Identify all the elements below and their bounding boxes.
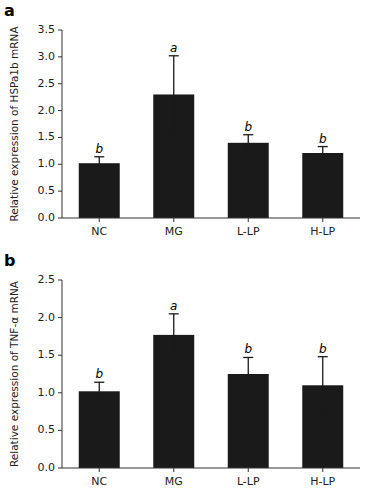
- error-bar: [243, 135, 253, 151]
- figure: 0.0 0.5 1.0 1.5 2.0 2.5 3.0 3.5 b a b b NC MG L-LP H-LP…: [0, 0, 371, 500]
- x-tick: [99, 218, 100, 222]
- error-bar: [94, 382, 104, 400]
- y-tick: [58, 280, 62, 281]
- x-tick-label: NC: [91, 475, 107, 488]
- significance-label: a: [170, 299, 177, 313]
- x-tick: [173, 218, 174, 222]
- y-tick: [58, 30, 62, 31]
- y-tick: [58, 191, 62, 192]
- marks: [79, 56, 343, 218]
- error-bar: [169, 56, 179, 133]
- y-tick-label: 2.0: [38, 311, 56, 324]
- y-tick: [58, 164, 62, 165]
- bar: [228, 143, 269, 218]
- significance-label: b: [95, 367, 103, 381]
- significance-label: b: [319, 132, 327, 146]
- x-tick-label: MG: [165, 475, 183, 488]
- x-tick: [322, 468, 323, 472]
- significance-label: b: [95, 142, 103, 156]
- y-axis-label: Relative expression of TNF-α mRNA: [8, 280, 20, 467]
- y-tick-label: 2.0: [38, 104, 56, 117]
- y-tick-label: 2.5: [38, 77, 56, 90]
- y-axis: [62, 30, 63, 218]
- marks: [79, 314, 343, 468]
- error-bar: [318, 147, 328, 160]
- bar: [79, 391, 120, 468]
- y-tick-label: 0.5: [38, 423, 56, 436]
- x-tick-label: H-LP: [310, 225, 335, 238]
- error-bar: [318, 357, 328, 414]
- x-axis: [62, 468, 360, 469]
- y-tick-label: 1.5: [38, 348, 56, 361]
- panel: 0.0 0.5 1.0 1.5 2.0 2.5 3.0 3.5 b a b b NC MG L-LP H-LP…: [4, 1, 360, 238]
- y-axis-label: Relative expression of HSPa1b mRNA: [8, 26, 20, 222]
- y-tick-label: 1.0: [38, 157, 56, 170]
- y-tick-label: 0.0: [38, 461, 56, 474]
- x-tick-label: MG: [165, 225, 183, 238]
- x-tick-label: NC: [91, 225, 107, 238]
- y-tick: [58, 110, 62, 111]
- y-tick: [58, 468, 62, 469]
- x-tick: [248, 218, 249, 222]
- panel: 0.0 0.5 1.0 1.5 2.0 2.5 b a b b NC MG L-LP H-LP Relati…: [4, 251, 360, 488]
- x-axis: [62, 218, 360, 219]
- error-bar: [169, 314, 179, 356]
- y-tick-label: 3.5: [38, 23, 56, 36]
- y-tick-label: 1.0: [38, 386, 56, 399]
- panel-label: b: [4, 251, 15, 270]
- y-tick-label: 0.0: [38, 211, 56, 224]
- x-tick-label: H-LP: [310, 475, 335, 488]
- y-tick: [58, 56, 62, 57]
- x-tick-label: L-LP: [237, 225, 260, 238]
- y-tick: [58, 218, 62, 219]
- bar: [302, 153, 343, 218]
- y-axis: [62, 280, 63, 468]
- y-tick: [58, 137, 62, 138]
- x-tick: [322, 218, 323, 222]
- error-bar: [243, 357, 253, 390]
- error-bar: [94, 157, 104, 170]
- significance-label: b: [319, 342, 327, 356]
- y-tick-label: 3.0: [38, 50, 56, 63]
- y-tick: [58, 83, 62, 84]
- significance-label: a: [170, 41, 177, 55]
- y-tick: [58, 392, 62, 393]
- significance-label: b: [244, 120, 252, 134]
- x-tick: [99, 468, 100, 472]
- x-tick: [248, 468, 249, 472]
- y-tick: [58, 317, 62, 318]
- y-tick-label: 2.5: [38, 273, 56, 286]
- x-tick: [173, 468, 174, 472]
- significance-label: b: [244, 342, 252, 356]
- y-tick: [58, 430, 62, 431]
- y-tick: [58, 355, 62, 356]
- panel-label: a: [4, 1, 15, 20]
- bar: [79, 163, 120, 218]
- y-tick-label: 1.5: [38, 130, 56, 143]
- x-tick-label: L-LP: [237, 475, 260, 488]
- y-tick-label: 0.5: [38, 184, 56, 197]
